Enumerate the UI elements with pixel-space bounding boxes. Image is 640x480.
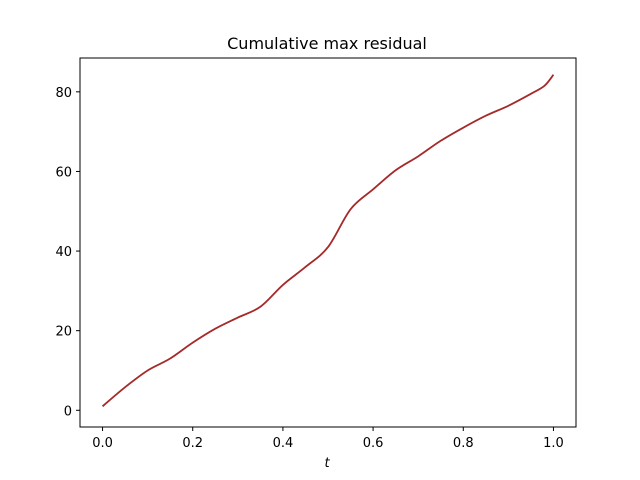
x-tick-label: 0.8 — [453, 436, 474, 451]
x-tick-label: 0.4 — [273, 436, 294, 451]
x-tick-label: 0.6 — [363, 436, 384, 451]
x-tick-label: 1.0 — [543, 436, 564, 451]
x-axis-label: t — [324, 456, 330, 471]
x-tick-label: 0.2 — [182, 436, 203, 451]
y-tick-label: 60 — [55, 165, 72, 180]
axes-frame — [79, 57, 577, 428]
y-tick-label: 40 — [55, 245, 72, 260]
series-line-0 — [101, 74, 555, 407]
y-axis: 0 20 40 60 80 — [55, 86, 80, 419]
y-tick-label: 20 — [55, 325, 72, 340]
x-axis: 0.0 0.2 0.4 0.6 0.8 1.0 — [92, 427, 564, 451]
y-tick-label: 80 — [55, 86, 72, 101]
y-tick-label: 0 — [64, 404, 72, 419]
x-tick-label: 0.0 — [92, 436, 113, 451]
chart-title: Cumulative max residual — [227, 34, 427, 53]
plot-area — [79, 57, 577, 428]
